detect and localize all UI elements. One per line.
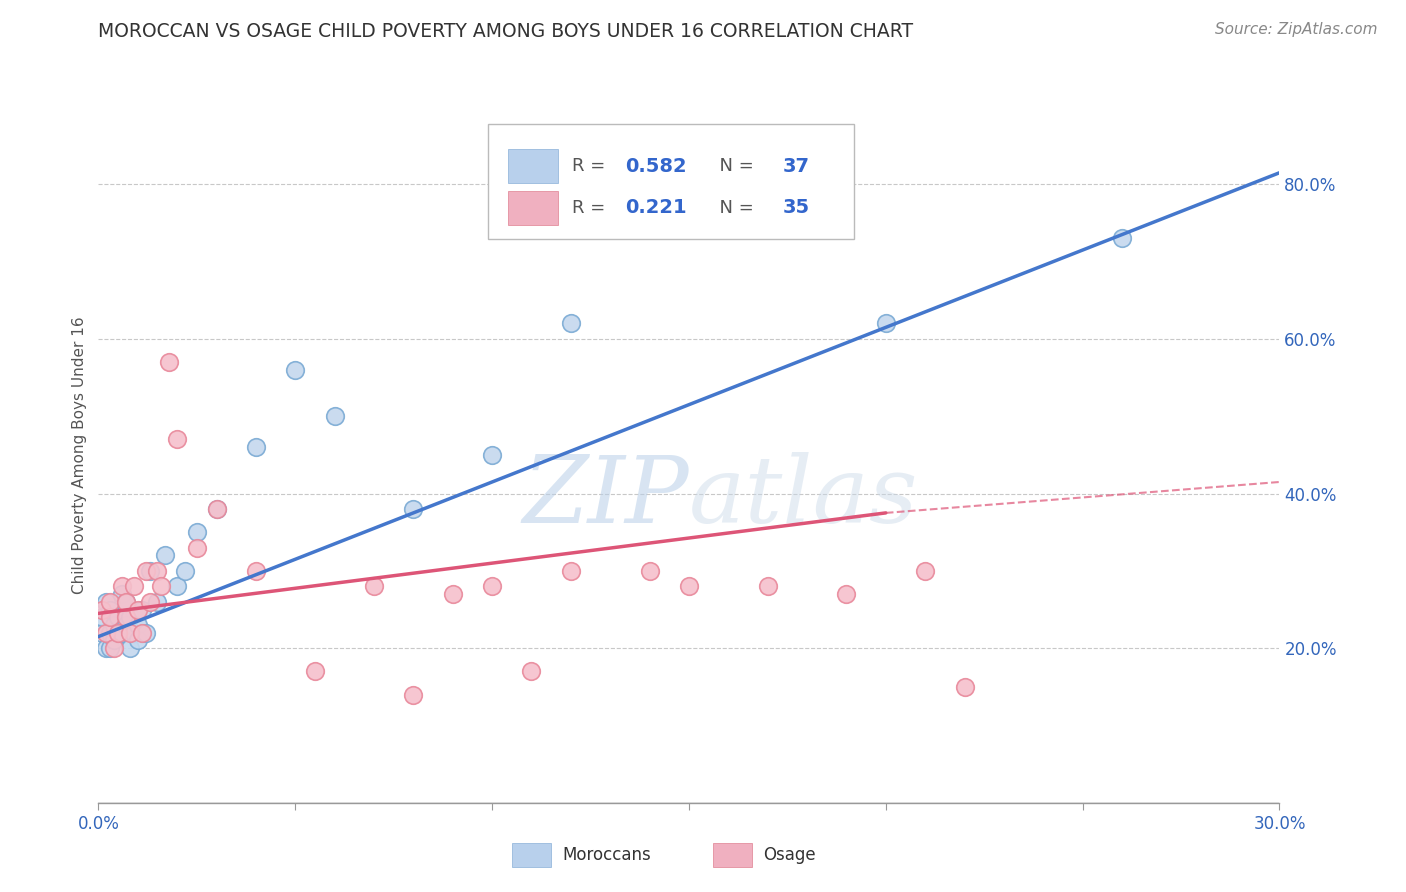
Point [914, 564, 936, 578]
FancyBboxPatch shape [488, 124, 855, 239]
Point [481, 448, 503, 462]
Point [127, 602, 149, 616]
Point [91, 602, 114, 616]
Text: Moroccans: Moroccans [562, 846, 651, 864]
Point [107, 625, 129, 640]
Y-axis label: Child Poverty Among Boys Under 16: Child Poverty Among Boys Under 16 [72, 316, 87, 594]
Point [875, 317, 897, 331]
Point [245, 440, 267, 454]
Text: 37: 37 [782, 157, 810, 176]
Point [245, 564, 267, 578]
Point [115, 618, 138, 632]
Point [560, 564, 582, 578]
Text: MOROCCAN VS OSAGE CHILD POVERTY AMONG BOYS UNDER 16 CORRELATION CHART: MOROCCAN VS OSAGE CHILD POVERTY AMONG BO… [98, 22, 914, 41]
Point [96, 595, 118, 609]
Point [91, 625, 114, 640]
Point [174, 564, 197, 578]
Point [131, 602, 153, 616]
Point [118, 610, 141, 624]
Point [481, 579, 503, 593]
Point [103, 641, 125, 656]
Text: N =: N = [707, 157, 759, 175]
Point [118, 625, 141, 640]
Text: 0.221: 0.221 [626, 198, 686, 218]
Point [1111, 231, 1133, 245]
Text: atlas: atlas [689, 451, 918, 541]
Point [155, 549, 177, 563]
Point [135, 564, 157, 578]
FancyBboxPatch shape [508, 150, 558, 183]
Text: 35: 35 [782, 198, 810, 218]
Text: Osage: Osage [763, 846, 815, 864]
FancyBboxPatch shape [713, 843, 752, 867]
Point [96, 625, 118, 640]
Text: Source: ZipAtlas.com: Source: ZipAtlas.com [1215, 22, 1378, 37]
Point [520, 665, 543, 679]
Point [103, 618, 125, 632]
Point [96, 641, 118, 656]
Point [98, 641, 121, 656]
Text: 0.582: 0.582 [626, 157, 686, 176]
Point [103, 633, 125, 648]
FancyBboxPatch shape [512, 843, 551, 867]
Point [91, 610, 114, 624]
Point [98, 610, 121, 624]
Point [146, 595, 169, 609]
Point [118, 641, 141, 656]
Point [304, 665, 326, 679]
Point [186, 541, 208, 555]
Point [122, 579, 145, 593]
Point [678, 579, 700, 593]
Point [127, 633, 149, 648]
Text: R =: R = [572, 199, 612, 217]
Point [323, 409, 346, 424]
Point [835, 587, 858, 601]
Point [115, 595, 138, 609]
Point [107, 610, 129, 624]
Point [284, 363, 307, 377]
Text: R =: R = [572, 157, 612, 175]
Point [756, 579, 779, 593]
Point [131, 625, 153, 640]
Point [166, 579, 188, 593]
Point [205, 502, 228, 516]
Point [441, 587, 464, 601]
Point [138, 564, 160, 578]
Point [402, 688, 425, 702]
Point [115, 595, 138, 609]
Point [138, 595, 160, 609]
Point [98, 595, 121, 609]
Point [638, 564, 661, 578]
Point [157, 355, 180, 369]
Point [111, 587, 134, 601]
Point [363, 579, 385, 593]
Point [135, 625, 157, 640]
Point [107, 625, 129, 640]
Text: ZIP: ZIP [522, 451, 689, 541]
Point [98, 625, 121, 640]
Point [127, 618, 149, 632]
Point [186, 525, 208, 540]
FancyBboxPatch shape [508, 191, 558, 225]
Point [111, 625, 134, 640]
Point [166, 433, 188, 447]
Point [205, 502, 228, 516]
Point [953, 680, 976, 694]
Point [402, 502, 425, 516]
Point [150, 579, 173, 593]
Point [115, 610, 138, 624]
Text: N =: N = [707, 199, 759, 217]
Point [560, 317, 582, 331]
Point [111, 579, 134, 593]
Point [122, 625, 145, 640]
Point [98, 602, 121, 616]
Point [146, 564, 169, 578]
